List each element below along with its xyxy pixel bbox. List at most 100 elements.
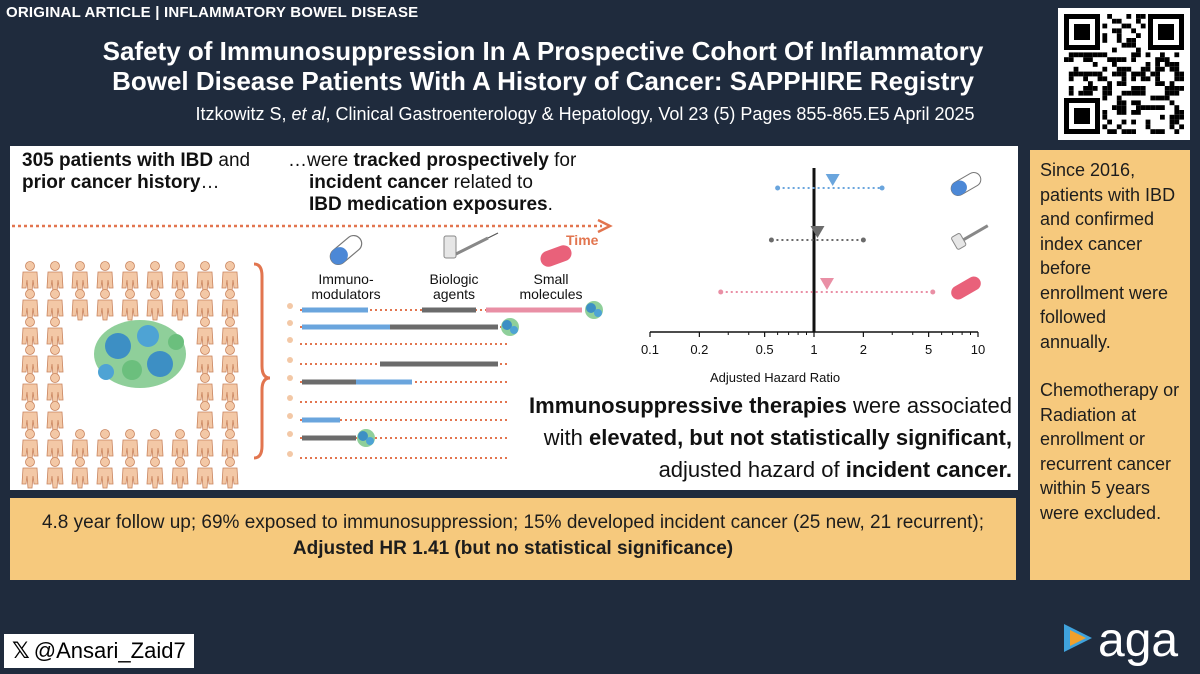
- legend-small-molecules: Small molecules: [506, 272, 596, 302]
- aga-logo-mark-orange: [1070, 630, 1086, 646]
- forest-plot: 0.1 0.2 0.5 1 2 5 10: [641, 168, 989, 357]
- title-line-2: Bowel Disease Patients With A History of…: [112, 66, 974, 96]
- group-brace: [253, 262, 271, 460]
- key-findings-text: 4.8 year follow up; 69% exposed to immun…: [41, 512, 985, 533]
- title-line-1: Safety of Immunosuppression In A Prospec…: [102, 36, 984, 66]
- patient-figure-icon: [46, 317, 64, 349]
- patients-description: 305 patients with IBD and prior cancer h…: [22, 150, 250, 194]
- timeline-patient-icon: [287, 413, 293, 419]
- citation-etal: et al: [291, 104, 326, 124]
- citation-journal: , Clinical Gastroenterology & Hepatology…: [325, 104, 975, 124]
- qr-code-icon[interactable]: [1058, 8, 1190, 140]
- patient-figure-icon: [146, 429, 164, 461]
- patient-figures: [21, 261, 239, 489]
- conclusion-with: with: [543, 425, 590, 450]
- patient-figure-icon: [196, 317, 214, 349]
- incident-cancer-icon: [585, 301, 603, 319]
- forest-tick-label: 0.1: [641, 342, 659, 357]
- study-design-exclusions: Chemotherapy or Radiation at enrollment …: [1040, 380, 1180, 523]
- patient-figure-icon: [121, 457, 139, 489]
- patient-figure-icon: [171, 429, 189, 461]
- forest-point-estimate: [810, 226, 825, 238]
- conclusion-adjusted: adjusted hazard of: [658, 457, 846, 482]
- timeline-row: [287, 451, 510, 459]
- timeline-patient-icon: [287, 395, 293, 401]
- timeline-patient-icon: [287, 320, 293, 326]
- forest-tick-label: 5: [925, 342, 932, 357]
- forest-tick-label: 0.5: [756, 342, 774, 357]
- key-findings-hr: Adjusted HR 1.41 (but no statistical sig…: [292, 538, 734, 559]
- timeline-row: [287, 357, 510, 367]
- patient-figure-icon: [196, 457, 214, 489]
- time-arrow-head: [597, 218, 613, 234]
- patient-figure-icon: [21, 429, 39, 461]
- patient-figure-icon: [121, 261, 139, 293]
- conclusion-incident: incident cancer.: [845, 457, 1012, 482]
- patient-figure-icon: [21, 289, 39, 321]
- patient-figure-icon: [96, 429, 114, 461]
- forest-tick-label: 1: [810, 342, 817, 357]
- page-title: Safety of Immunosuppression In A Prospec…: [28, 36, 1058, 96]
- patients-and: and: [213, 150, 251, 171]
- patient-figure-icon: [46, 345, 64, 377]
- timeline-patient-icon: [287, 451, 293, 457]
- timeline-row: [287, 413, 510, 423]
- forest-ci-upper: [879, 185, 885, 191]
- forest-point-estimate: [825, 174, 840, 186]
- patient-figure-icon: [196, 373, 214, 405]
- patient-figure-icon: [96, 289, 114, 321]
- forest-estimate-row: [718, 276, 981, 300]
- patient-figure-icon: [21, 261, 39, 293]
- forest-ci-upper: [860, 237, 866, 243]
- forest-ci-lower: [718, 289, 724, 295]
- patient-figure-icon: [171, 261, 189, 293]
- cancer-cell-cluster-icon: [94, 320, 186, 388]
- tracked-incident-cancer: incident cancer: [309, 172, 449, 193]
- patient-figure-icon: [21, 317, 39, 349]
- legend-biologics-line2: agents: [432, 286, 476, 302]
- legend-biologics-line1: Biologic: [429, 271, 479, 287]
- legend-immunomodulators-line1: Immuno-: [318, 271, 374, 287]
- tracked-exposures: IBD medication exposures: [309, 194, 548, 215]
- patient-figure-icon: [196, 289, 214, 321]
- patient-figure-icon: [46, 401, 64, 433]
- aga-logo-text: aga: [1098, 614, 1178, 667]
- patient-figure-icon: [46, 429, 64, 461]
- incident-cancer-icon: [501, 318, 519, 336]
- article-category-tag: ORIGINAL ARTICLE | INFLAMMATORY BOWEL DI…: [6, 4, 419, 21]
- forest-plot-xlabel: Adjusted Hazard Ratio: [710, 370, 841, 385]
- patient-figure-icon: [96, 261, 114, 293]
- tracked-prospectively: tracked prospectively: [353, 150, 549, 171]
- patient-figure-icon: [221, 345, 239, 377]
- patient-figure-icon: [46, 261, 64, 293]
- patients-history: prior cancer history: [22, 172, 201, 193]
- patient-figure-icon: [171, 289, 189, 321]
- patient-figure-icon: [71, 457, 89, 489]
- patient-figure-icon: [46, 457, 64, 489]
- legend-small-molecules-line1: Small: [533, 271, 569, 287]
- syringe-icon: [443, 232, 499, 259]
- main-figure-panel: 0.1 0.2 0.5 1 2 5 10 305 patients with IBD and…: [10, 146, 1018, 490]
- conclusion-associated: were associated: [846, 393, 1012, 418]
- twitter-handle-badge[interactable]: 𝕏 @Ansari_Zaid7: [4, 634, 194, 668]
- patient-figure-icon: [196, 261, 214, 293]
- patient-figure-icon: [21, 401, 39, 433]
- conclusion-text: Immunosuppressive therapies were associa…: [420, 390, 1012, 486]
- forest-point-estimate: [819, 278, 834, 290]
- capsule-icon: [329, 234, 363, 266]
- legend-immunomodulators-line2: modulators: [311, 286, 381, 302]
- patient-figure-icon: [221, 317, 239, 349]
- patient-figure-icon: [96, 457, 114, 489]
- legend-small-molecules-line2: molecules: [519, 286, 583, 302]
- incident-cancer-icon: [357, 429, 375, 447]
- forest-tick-label: 2: [860, 342, 867, 357]
- key-findings-box: 4.8 year follow up; 69% exposed to immun…: [10, 498, 1016, 580]
- patient-figure-icon: [196, 401, 214, 433]
- tablet-icon: [540, 245, 572, 267]
- patient-figure-icon: [146, 261, 164, 293]
- patient-figure-icon: [21, 345, 39, 377]
- patient-figure-icon: [196, 345, 214, 377]
- patient-figure-icon: [46, 373, 64, 405]
- twitter-handle[interactable]: @Ansari_Zaid7: [33, 638, 186, 663]
- conclusion-therapies: Immunosuppressive therapies: [529, 393, 847, 418]
